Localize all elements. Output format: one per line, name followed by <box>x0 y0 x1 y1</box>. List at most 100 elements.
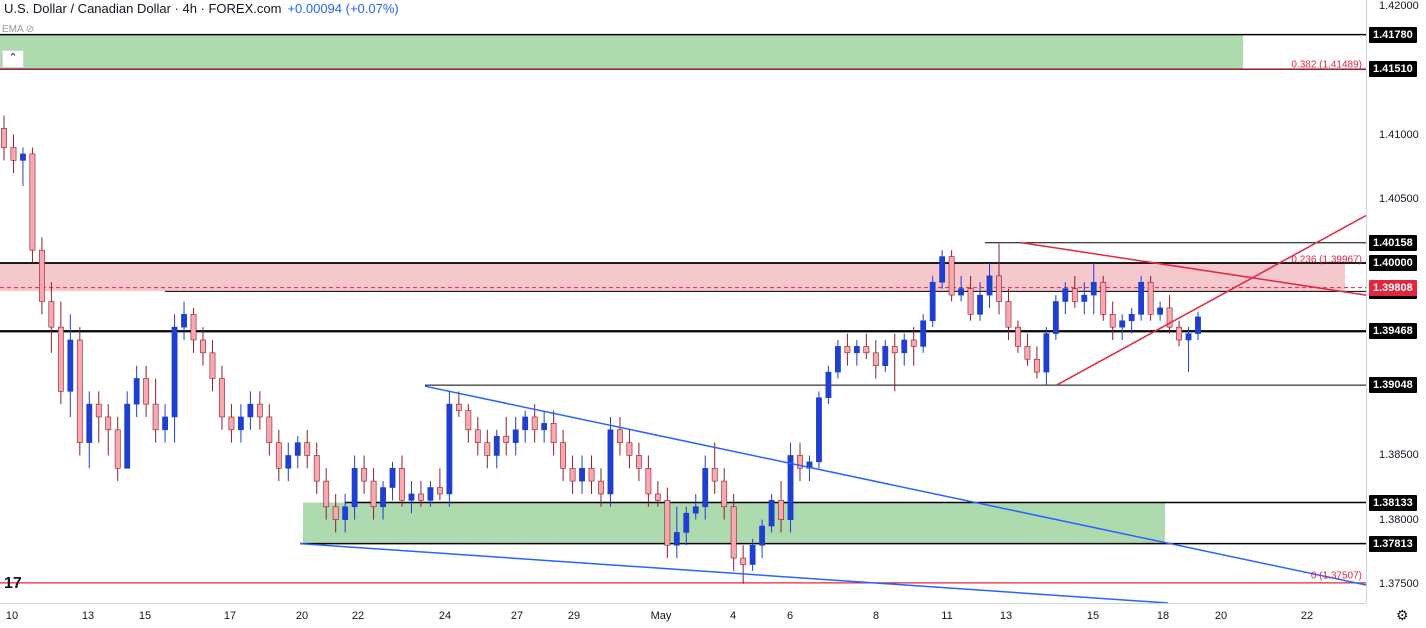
time-tick-label: 17 <box>223 610 237 622</box>
time-tick-label: 13 <box>81 610 95 622</box>
candle-up <box>380 487 386 508</box>
chart-canvas[interactable] <box>0 0 1367 604</box>
level-price-badge: 1.41510 <box>1369 61 1417 78</box>
candle-down <box>740 557 747 565</box>
candle-up <box>768 500 775 527</box>
candle-up <box>1062 288 1069 302</box>
candle-down <box>664 500 671 546</box>
candle-down <box>531 416 538 431</box>
price-tick-label: 1.37500 <box>1379 577 1419 590</box>
candle-down <box>617 429 623 443</box>
candle-down <box>332 506 339 520</box>
time-tick-label: 15 <box>1086 610 1100 622</box>
candle-up <box>853 346 860 354</box>
candle-down <box>313 455 320 482</box>
candle-up <box>607 429 614 495</box>
price-chart[interactable]: U.S. Dollar / Canadian Dollar · 4h · FOR… <box>0 0 1367 604</box>
collapse-legend-button[interactable]: ⌃ <box>2 50 24 68</box>
indicator-legend[interactable]: EMA ⊘ <box>2 24 34 35</box>
time-tick-label: 8 <box>872 610 880 622</box>
candle-down <box>844 346 851 354</box>
time-tick-label: 10 <box>5 610 19 622</box>
tradingview-logo-icon[interactable]: 17 <box>4 575 22 592</box>
price-axis[interactable]: 1.42000 1.41000 1.40500 1.38500 1.38000 1.375… <box>1366 0 1426 603</box>
candle-up <box>1138 281 1145 315</box>
candle-down <box>967 288 974 315</box>
candle-down <box>219 378 225 418</box>
candle-up <box>1157 307 1164 315</box>
descending-trendline-upper <box>424 385 1367 586</box>
candle-up <box>408 493 415 501</box>
candle-up <box>683 512 690 533</box>
descending-trendline-lower <box>299 542 1169 604</box>
candle-down <box>503 435 510 443</box>
candle-down <box>730 506 737 559</box>
candle-down <box>152 403 159 431</box>
price-tick-label: 1.40500 <box>1379 192 1419 205</box>
ascending-support-line <box>1056 214 1367 386</box>
candle-down <box>797 455 803 469</box>
candle-down <box>721 480 728 508</box>
candle-up <box>806 461 813 469</box>
candle-down <box>711 467 718 482</box>
time-tick-label: 20 <box>295 610 309 622</box>
time-tick-label: 4 <box>729 610 737 622</box>
candle-up <box>1043 333 1050 373</box>
candle-up <box>929 281 936 322</box>
candle-up <box>285 455 292 469</box>
candle-down <box>1109 314 1116 328</box>
price-tick-label: 1.38000 <box>1379 513 1419 526</box>
candle-up <box>920 320 927 347</box>
price-tick-label: 1.38500 <box>1379 449 1419 462</box>
candle-up <box>1119 320 1126 328</box>
candle-up <box>493 435 500 456</box>
candle-down <box>996 275 1002 302</box>
candle-up <box>247 403 254 418</box>
candle-down <box>105 416 112 431</box>
time-axis[interactable]: 10 13 15 17 20 22 24 27 29 May 4 6 8 11 13 15 18 20 22 <box>0 603 1366 628</box>
candle-up <box>759 525 766 546</box>
level-price-badge: 1.37813 <box>1369 535 1417 552</box>
candle-up <box>1185 333 1192 341</box>
price-change: +0.00094 (+0.07%) <box>287 1 399 16</box>
candle-up <box>673 532 680 546</box>
candle-up <box>901 339 908 354</box>
candle-down <box>1015 326 1021 347</box>
red-resistance-zone <box>0 263 1345 292</box>
symbol-title: U.S. Dollar / Canadian Dollar · 4h · FOR… <box>4 1 282 16</box>
time-tick-label: 27 <box>510 610 524 622</box>
descending-resistance-line <box>1019 241 1367 296</box>
settings-gear-icon[interactable]: ⚙ <box>1396 607 1409 623</box>
time-tick-label: 13 <box>999 610 1013 622</box>
candle-down <box>114 429 121 469</box>
candle-down <box>910 339 917 347</box>
candle-down <box>626 442 633 456</box>
level-price-badge: 1.40000 <box>1369 255 1417 271</box>
candle-down <box>399 467 405 501</box>
candle-up <box>816 397 822 463</box>
candle-up <box>446 403 453 495</box>
candle-down <box>1176 326 1182 341</box>
candle-down <box>1 127 7 148</box>
candle-up <box>1195 316 1201 334</box>
candle-down <box>370 480 377 508</box>
level-price-badge: 1.38133 <box>1369 494 1417 511</box>
chart-header: U.S. Dollar / Canadian Dollar · 4h · FOR… <box>4 1 399 16</box>
eye-hidden-icon[interactable]: ⊘ <box>25 24 35 35</box>
chevron-up-icon: ⌃ <box>8 52 18 64</box>
candle-up <box>67 339 74 392</box>
candle-down <box>1147 281 1154 315</box>
candle-up <box>1081 294 1088 302</box>
candle-up <box>86 403 93 443</box>
candle-down <box>484 442 491 456</box>
candle-down <box>256 403 263 418</box>
candle-down <box>76 339 83 443</box>
time-tick-label: 24 <box>438 610 452 622</box>
candle-up <box>986 275 993 296</box>
time-tick-label: 22 <box>1300 610 1314 622</box>
candle-up <box>958 288 965 296</box>
fib-label: 0.236 (1.39967) <box>1291 254 1362 266</box>
candle-down <box>1071 288 1078 302</box>
level-price-badge: 1.41780 <box>1369 26 1417 43</box>
candle-up <box>787 455 794 520</box>
